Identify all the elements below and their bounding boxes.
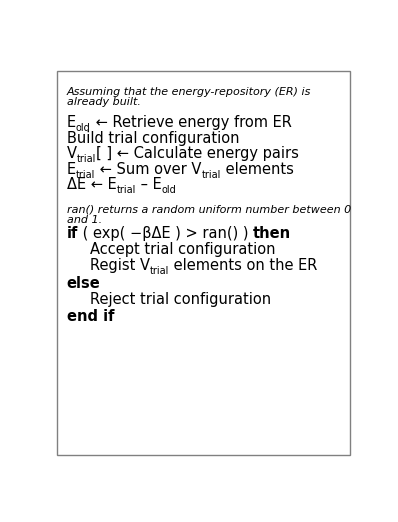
Text: E: E [67,162,76,177]
Text: ← Sum over V: ← Sum over V [95,162,202,177]
Text: – E: – E [136,177,162,192]
Text: Reject trial configuration: Reject trial configuration [90,292,271,307]
Text: end if: end if [67,309,114,324]
Text: [ ] ← Calculate energy pairs: [ ] ← Calculate energy pairs [96,146,299,161]
Text: else: else [67,276,100,291]
Text: and 1.: and 1. [67,216,102,226]
Text: elements on the ER: elements on the ER [169,258,318,273]
Text: old: old [76,123,91,133]
Text: V: V [67,146,77,161]
Text: old: old [162,185,176,195]
Text: trial: trial [150,266,169,276]
Text: Regist V: Regist V [90,258,150,273]
FancyBboxPatch shape [57,70,351,455]
Text: then: then [253,227,291,241]
Text: ΔE ← E: ΔE ← E [67,177,117,192]
Text: trial: trial [202,170,221,180]
Text: Accept trial configuration: Accept trial configuration [90,242,275,257]
Text: E: E [67,115,76,130]
Text: if: if [67,227,78,241]
Text: ← Retrieve energy from ER: ← Retrieve energy from ER [91,115,291,130]
Text: trial: trial [76,170,95,180]
Text: ran() returns a random uniform number between 0: ran() returns a random uniform number be… [67,204,351,214]
Text: ( exp( −βΔE ) > ran() ): ( exp( −βΔE ) > ran() ) [78,227,253,241]
Text: trial: trial [117,185,136,195]
Text: elements: elements [221,162,294,177]
Text: Assuming that the energy-repository (ER) is: Assuming that the energy-repository (ER)… [67,87,311,97]
Text: already built.: already built. [67,97,140,107]
Text: trial: trial [77,155,96,164]
Text: Build trial configuration: Build trial configuration [67,131,239,146]
